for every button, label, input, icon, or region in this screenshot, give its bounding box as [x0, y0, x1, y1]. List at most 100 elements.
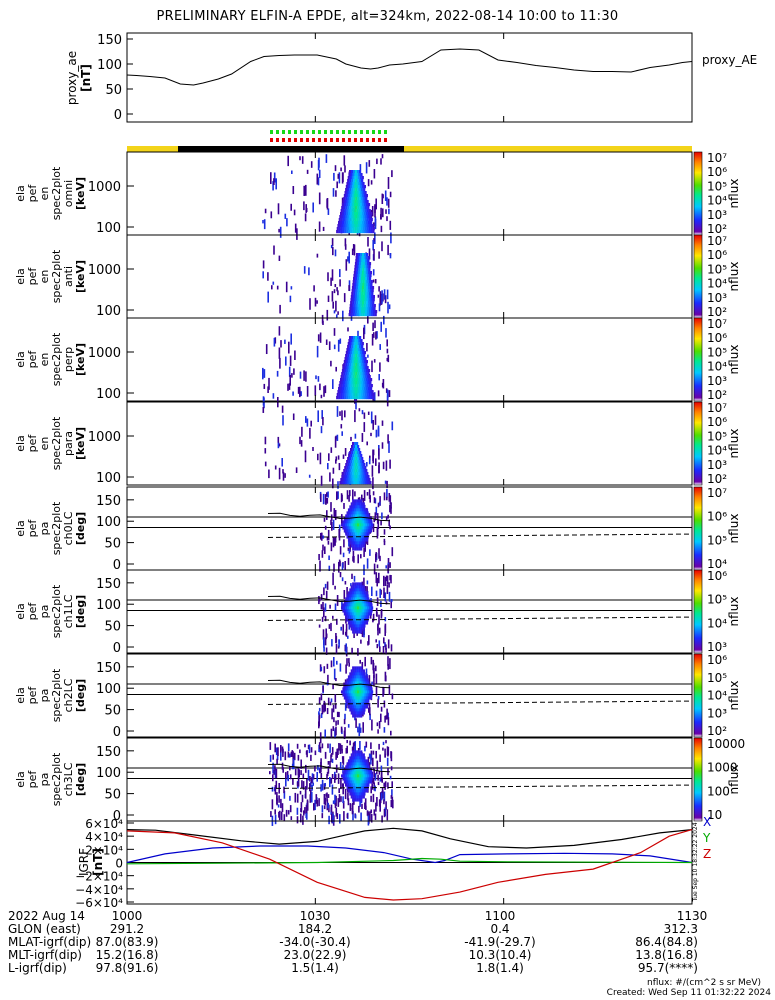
spectrogram-core-pixel [354, 173, 357, 177]
spectrogram-pixel [273, 337, 276, 347]
spectrogram-pixel [285, 281, 288, 293]
pitch-core-pixel [342, 777, 345, 781]
pitch-pixel [344, 644, 347, 652]
pitch-pixel [385, 575, 388, 582]
spectrogram-core-pixel [372, 396, 375, 400]
pitch-core-pixel [361, 765, 364, 769]
pitch-pixel [368, 489, 371, 500]
spectrogram-core-pixel [358, 393, 361, 397]
spectrogram-core-pixel [354, 466, 357, 470]
spectrogram-core-pixel [360, 313, 363, 317]
spectrogram-pixel [271, 285, 273, 290]
spectrogram-pixel [344, 448, 347, 456]
spectrogram-core-pixel [369, 289, 372, 293]
spectrogram-core-pixel [365, 259, 368, 263]
science-zone-marker-red [282, 138, 285, 142]
pitch-core-pixel [341, 690, 344, 694]
pitch-core-pixel [362, 711, 365, 715]
spectrogram-core-pixel [352, 448, 355, 452]
pitch-core-pixel [347, 600, 350, 604]
spectrogram-core-pixel [342, 384, 345, 388]
spectrogram-core-pixel [355, 256, 358, 260]
pitch-core-pixel [349, 591, 353, 595]
pitch-core-pixel [355, 624, 358, 628]
pitch-core-pixel [365, 684, 368, 688]
pitch-core-pixel [357, 529, 360, 533]
spectrogram-pixel [350, 436, 352, 441]
spectrogram-pixel [371, 360, 373, 373]
pitch-pixel [388, 582, 390, 588]
spectrogram-pixel [354, 433, 357, 439]
spectrogram-pixel [290, 203, 292, 211]
pitch-pixel [323, 805, 326, 810]
spectrogram-pixel [288, 366, 291, 377]
pitch-core-pixel [346, 535, 349, 539]
spectrogram-core-pixel [361, 259, 364, 263]
pitch-pixel [317, 765, 319, 771]
spectrogram-core-pixel [340, 212, 343, 216]
spectrogram-core-pixel [368, 280, 371, 284]
spectrogram-core-pixel [363, 271, 366, 275]
spectrogram-pixel [344, 165, 346, 173]
spectrogram-core-pixel [345, 215, 348, 219]
pitch-core-pixel [347, 621, 351, 625]
spectrogram-core-pixel [359, 307, 362, 311]
pitch-pixel [326, 510, 328, 520]
spectrogram-core-pixel [355, 206, 358, 210]
pitch-pixel [327, 802, 329, 809]
pitch-pixel [372, 778, 375, 784]
spectrogram-pixel [264, 448, 267, 454]
spectrogram-pixel [263, 369, 266, 378]
pitch-pixel [363, 630, 365, 638]
pitch-pixel [289, 795, 291, 801]
ae-ytick-label: 50 [105, 83, 122, 98]
spectrogram-core-pixel [349, 179, 352, 183]
spectrogram-core-pixel [358, 200, 361, 204]
spectrogram-core-pixel [369, 271, 372, 275]
spectrogram-core-pixel [362, 384, 365, 388]
spectrogram-core-pixel [351, 381, 354, 385]
colorbar-tick-label: 10³ [707, 291, 727, 305]
pitch-pixel [372, 491, 375, 496]
pitch-core-pixel [354, 502, 357, 506]
pitch-core-pixel [362, 526, 365, 530]
spectrogram-core-pixel [346, 191, 349, 195]
pitch-core-pixel [360, 762, 363, 766]
spectrogram-pixel [272, 393, 275, 399]
spectrogram-core-pixel [359, 372, 362, 376]
pitch-pixel [357, 726, 359, 733]
spectrogram-pixel [270, 211, 273, 219]
pitch-pixel [374, 773, 377, 781]
spectrogram-core-pixel [353, 194, 356, 198]
spectrogram-core-pixel [357, 256, 360, 260]
spectrogram-core-pixel [361, 224, 364, 228]
spectrogram-core-pixel [356, 268, 359, 272]
spectrogram-core-pixel [353, 215, 356, 219]
spectrogram-core-pixel [348, 478, 351, 482]
pitch-core-pixel [363, 705, 367, 709]
pitch-pixel [334, 774, 337, 780]
pitch-pixel [372, 767, 375, 771]
pitch-pixel [328, 804, 330, 813]
spectrogram-core-pixel [339, 215, 342, 219]
spectrogram-core-pixel [357, 224, 360, 228]
spectrogram-pixel [357, 330, 359, 339]
spectrogram-pixel [288, 341, 290, 354]
spectrogram-core-pixel [365, 194, 368, 198]
pitch-pixel [327, 674, 329, 686]
spectrogram-core-pixel [373, 304, 376, 308]
pitch-core-pixel [356, 511, 359, 515]
spectrogram-core-pixel [371, 304, 374, 308]
pitch-pixel [321, 616, 324, 622]
spectrogram-core-pixel [346, 348, 349, 352]
pitch-core-pixel [354, 795, 357, 799]
spectrogram-core-pixel [354, 262, 358, 266]
pitch-core-pixel [359, 774, 362, 778]
pitch-core-pixel [354, 582, 357, 586]
spectrogram-core-pixel [363, 274, 366, 278]
pitch-core-pixel [367, 517, 370, 521]
spectrogram-core-pixel [369, 390, 372, 394]
pitch-core-pixel [362, 520, 365, 524]
spectrogram-core-pixel [355, 176, 358, 180]
